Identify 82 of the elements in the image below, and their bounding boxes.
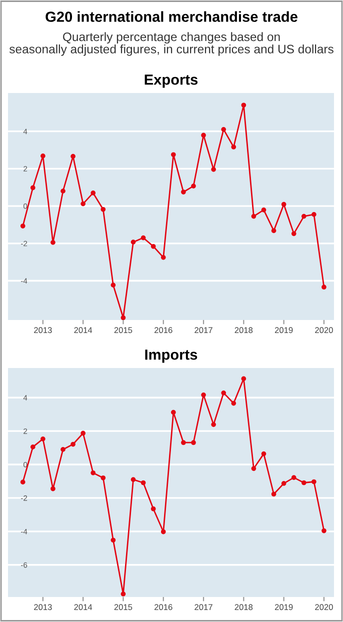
point (281, 202, 286, 207)
point (120, 592, 126, 596)
text: G20 international merchandise trade (46, 11, 298, 22)
point (191, 440, 196, 446)
point (120, 315, 126, 320)
point (160, 254, 166, 260)
x-tick-label: 2018 (234, 604, 253, 610)
point (110, 538, 116, 543)
point (191, 184, 196, 188)
point (291, 231, 296, 236)
chart-title: Exports (144, 74, 198, 88)
point (211, 422, 216, 427)
point (30, 444, 36, 450)
point (20, 480, 26, 485)
point (50, 240, 56, 245)
point (291, 475, 296, 480)
x-tick-label: 2014 (74, 327, 92, 334)
point (130, 477, 136, 482)
x-tick-label: 2017 (194, 604, 212, 610)
point (181, 190, 186, 194)
point (140, 480, 146, 486)
point (30, 185, 36, 190)
point (170, 410, 176, 415)
chart-title: Imports (145, 350, 198, 363)
point (90, 190, 96, 196)
point (50, 486, 56, 492)
point (311, 479, 316, 484)
x-tick-label: 2018 (234, 327, 253, 334)
x-tick-label: 2013 (34, 604, 52, 610)
point (150, 506, 156, 512)
x-tick-label: 2015 (114, 604, 132, 610)
point (70, 154, 76, 159)
point (221, 127, 226, 132)
point (60, 188, 66, 194)
point (261, 208, 266, 212)
point (20, 224, 26, 228)
point (211, 166, 216, 172)
x-tick-label: 2015 (114, 327, 132, 334)
x-tick-label: 2020 (315, 327, 333, 334)
point (80, 430, 86, 436)
point (322, 284, 326, 290)
point (261, 451, 266, 456)
x-tick-label: 2019 (274, 327, 293, 334)
point (311, 212, 316, 217)
point (322, 528, 326, 534)
point (221, 390, 226, 396)
point (140, 235, 146, 240)
x-tick-label: 2016 (154, 604, 172, 610)
point (80, 201, 86, 206)
x-tick-label: 2013 (34, 327, 52, 334)
text: Quarterly percentage changes based on seasonally adjusted figures, in current prices and US dollars (9, 32, 334, 56)
point (150, 244, 156, 249)
point (271, 228, 276, 234)
point (70, 442, 76, 447)
point (110, 282, 116, 288)
x-tick-label: 2016 (154, 327, 172, 334)
point (201, 132, 206, 138)
point (40, 436, 46, 442)
point (201, 392, 206, 398)
point (231, 400, 236, 406)
x-tick-label: 2020 (315, 604, 333, 610)
point (100, 475, 106, 480)
point (241, 376, 246, 382)
point (170, 152, 176, 158)
point (281, 480, 286, 486)
point (160, 529, 166, 534)
point (40, 154, 46, 158)
point (90, 470, 96, 476)
point (251, 214, 256, 219)
point (60, 447, 66, 452)
point (130, 240, 136, 245)
x-tick-label: 2014 (74, 604, 92, 610)
point (301, 480, 306, 486)
point (251, 466, 256, 471)
point (100, 206, 106, 212)
x-tick-label: 2017 (194, 327, 212, 334)
point (271, 492, 276, 497)
point (231, 144, 236, 150)
point (181, 440, 186, 446)
point (301, 214, 306, 219)
x-tick-label: 2019 (274, 604, 293, 610)
point (241, 102, 246, 108)
